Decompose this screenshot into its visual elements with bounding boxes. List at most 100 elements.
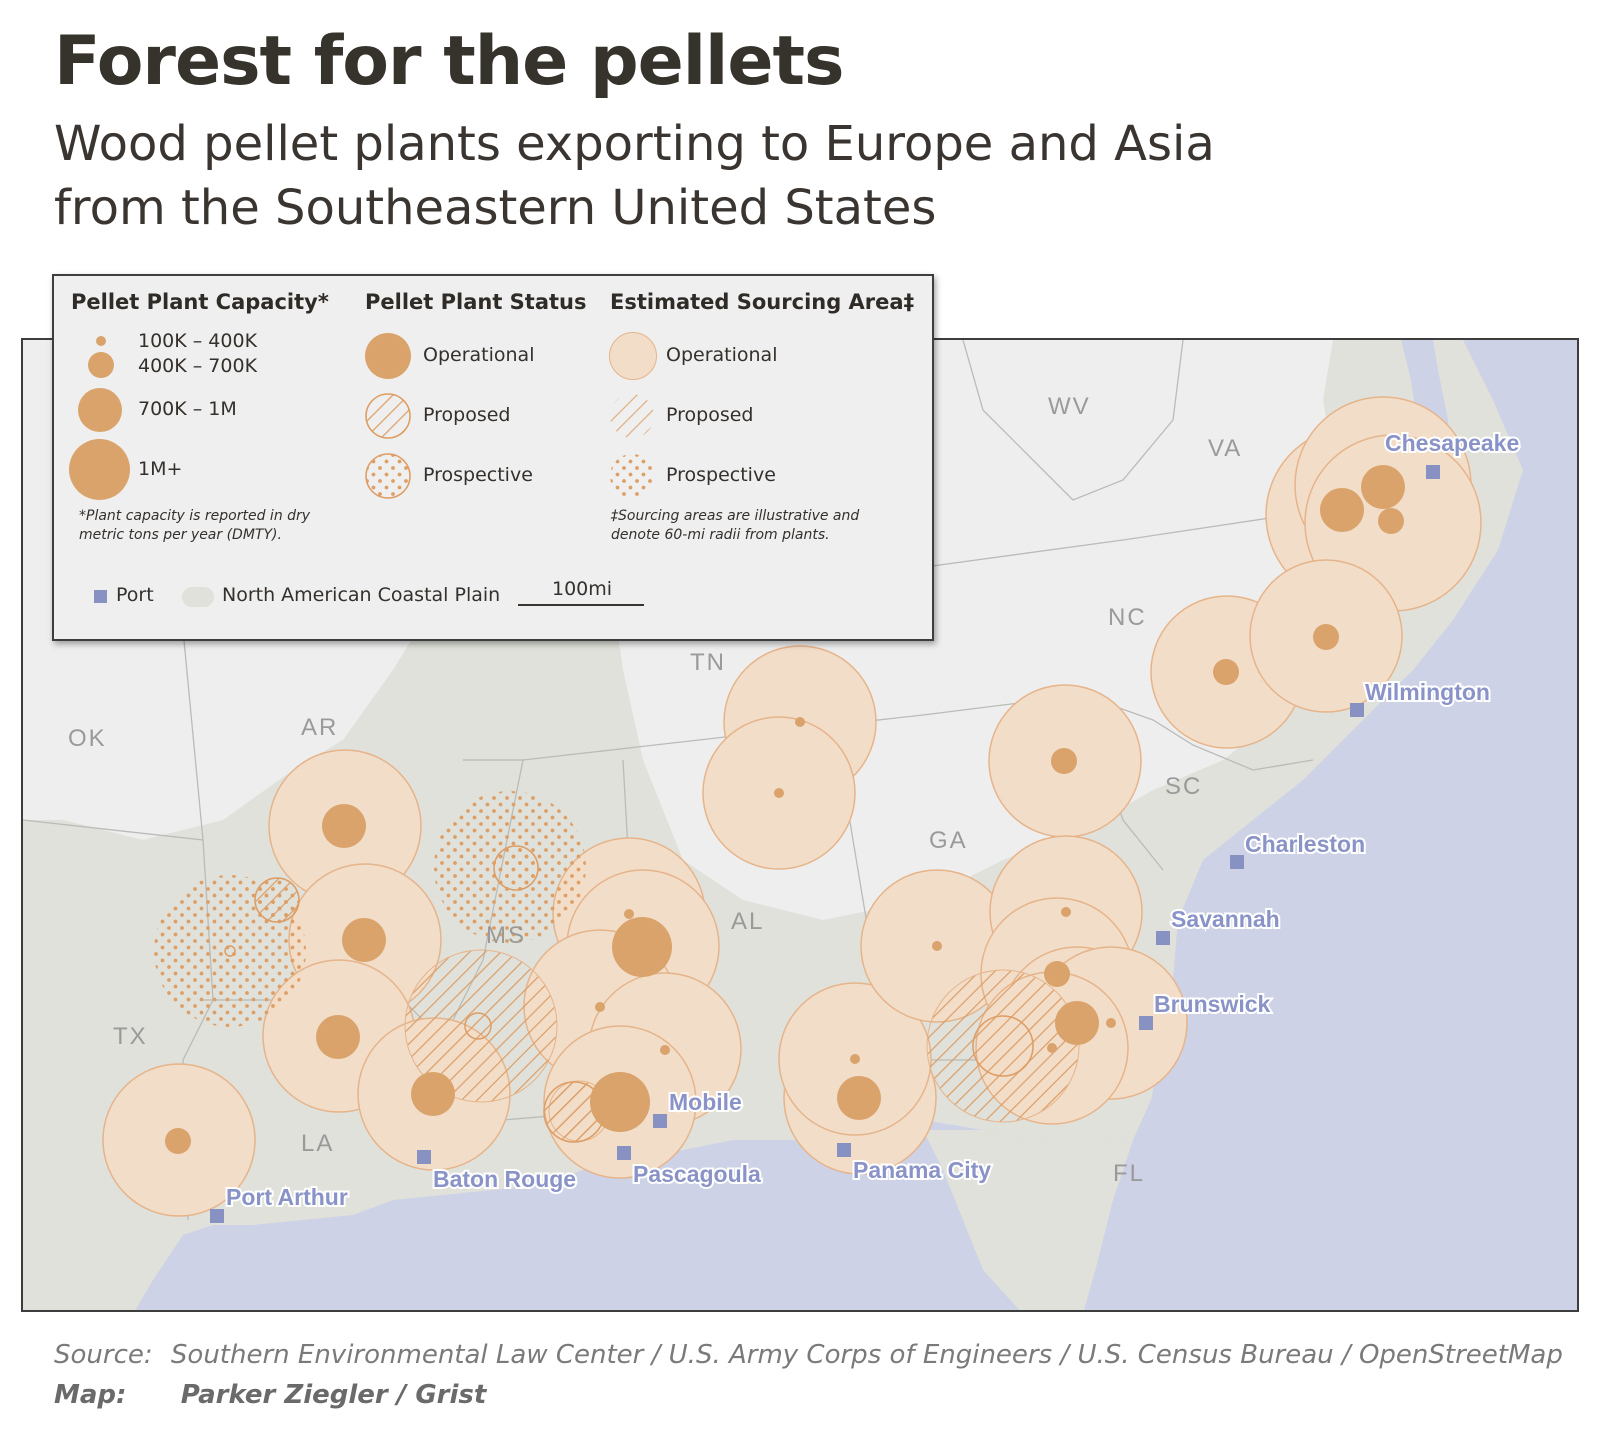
sourcing-area-proposed [926, 969, 1080, 1123]
capacity-swatch-2 [88, 352, 114, 378]
florida-peninsula [923, 1100, 1151, 1310]
capacity-swatch-1 [96, 336, 106, 346]
plant-operational [1313, 624, 1339, 650]
plant-operational [1055, 1001, 1099, 1045]
port-marker [617, 1146, 631, 1160]
plant-operational [1361, 465, 1405, 509]
source-text: Southern Environmental Law Center / U.S.… [170, 1340, 1563, 1370]
map-legend: Pellet Plant Capacity* 100K – 400K 400K … [52, 274, 934, 641]
scale-bar-label: 100mi [552, 578, 613, 600]
port-swatch [94, 590, 107, 603]
port-marker [1426, 465, 1440, 479]
plant-operational [1047, 1043, 1057, 1053]
port-charleston: Charleston [1230, 829, 1367, 869]
plants-operational [165, 465, 1405, 1154]
plant-operational [322, 804, 366, 848]
plant-proposed [224, 945, 236, 957]
port-label: Panama City [853, 1157, 991, 1183]
sourcing-note-line-2: denote 60-mi radii from plants. [611, 527, 830, 543]
capacity-label-4: 1M+ [138, 458, 183, 480]
plant-operational [165, 1128, 191, 1154]
status-swatch-prospective [365, 453, 411, 499]
plant-operational [1213, 659, 1239, 685]
plant-operational [342, 918, 386, 962]
sourcing-areas-proposed [254, 877, 1080, 1142]
plant-operational [411, 1072, 455, 1116]
coastal-plain-swatch [182, 587, 214, 607]
legend-capacity-heading: Pellet Plant Capacity* [71, 290, 329, 314]
state-label-la: LA [301, 1130, 334, 1157]
port-marker [1139, 1016, 1153, 1030]
state-labels: WV VA NC TN OK AR SC GA MS AL TX LA FL [68, 393, 1240, 1187]
plant-prospective [254, 877, 300, 923]
subtitle-line-2: from the Southeastern United States [54, 180, 937, 236]
status-swatch-proposed [365, 393, 411, 439]
port-label: Chesapeake [1385, 430, 1519, 456]
plant-operational [1320, 488, 1364, 532]
port-label: Port Arthur [226, 1184, 348, 1210]
port-mobile: Mobile [653, 1087, 744, 1128]
port-savannah: Savannah [1156, 904, 1282, 945]
plant-operational [1106, 1018, 1116, 1028]
plant-prospective [493, 845, 539, 891]
state-label-fl: FL [1113, 1160, 1145, 1187]
sourcing-swatch-prospective [610, 454, 654, 498]
capacity-note: *Plant capacity is reported in dry metri… [79, 507, 310, 545]
map-title: Forest for the pellets [54, 22, 844, 101]
plant-operational [595, 1002, 605, 1012]
state-label-ok: OK [68, 725, 107, 752]
port-port-arthur: Port Arthur [210, 1182, 350, 1223]
state-label-wv: WV [1048, 393, 1091, 420]
plant-operational [316, 1015, 360, 1059]
port-label: Baton Rouge [433, 1166, 576, 1192]
port-label: Mobile [669, 1089, 742, 1115]
state-label-ga: GA [929, 827, 968, 854]
plant-operational [837, 1076, 881, 1120]
status-label-prospective: Prospective [423, 464, 533, 486]
source-credit: Source: Southern Environmental Law Cente… [54, 1340, 1563, 1370]
plant-operational [1051, 748, 1077, 774]
state-label-ar: AR [301, 714, 338, 741]
port-marker [837, 1143, 851, 1157]
plants-nonoperational [224, 845, 1034, 1143]
subtitle-line-1: Wood pellet plants exporting to Europe a… [54, 116, 1215, 172]
port-legend-label: Port [116, 584, 154, 606]
sourcing-label-proposed: Proposed [666, 404, 754, 426]
legend-status-heading: Pellet Plant Status [365, 290, 587, 314]
plant-operational [850, 1054, 860, 1064]
port-label: Savannah [1171, 906, 1280, 932]
sourcing-note-line-1: ‡Sourcing areas are illustrative and [611, 508, 860, 524]
port-label: Pascagoula [633, 1161, 761, 1187]
plant-proposed [464, 1012, 492, 1040]
status-label-proposed: Proposed [423, 404, 511, 426]
plant-operational [660, 1045, 670, 1055]
capacity-swatch-4 [69, 439, 130, 500]
scale-bar [518, 604, 644, 606]
plant-operational [795, 717, 805, 727]
ports: Chesapeake Wilmington Charleston Savanna… [210, 428, 1521, 1223]
state-label-ms: MS [486, 922, 526, 949]
port-label: Charleston [1245, 831, 1365, 857]
status-label-operational: Operational [423, 344, 535, 366]
plant-operational [612, 917, 672, 977]
state-label-al: AL [731, 908, 764, 935]
plant-operational [1061, 907, 1071, 917]
port-marker [1156, 931, 1170, 945]
capacity-label-1: 100K – 400K [138, 330, 258, 352]
map-subtitle: Wood pellet plants exporting to Europe a… [54, 112, 1354, 240]
port-marker [1230, 855, 1244, 869]
capacity-note-line-2: metric tons per year (DMTY). [79, 527, 282, 543]
plant-operational [932, 941, 942, 951]
port-wilmington: Wilmington [1350, 677, 1492, 717]
sourcing-label-operational: Operational [666, 344, 778, 366]
state-label-sc: SC [1165, 773, 1202, 800]
plant-operational [1378, 508, 1404, 534]
port-marker [210, 1209, 224, 1223]
plant-operational [1044, 961, 1070, 987]
capacity-swatch-3 [78, 388, 122, 432]
state-label-nc: NC [1108, 604, 1147, 631]
plant-operational [590, 1072, 650, 1132]
port-panama-city: Panama City [837, 1143, 993, 1185]
state-label-tn: TN [690, 649, 726, 676]
plant-operational [624, 909, 634, 919]
